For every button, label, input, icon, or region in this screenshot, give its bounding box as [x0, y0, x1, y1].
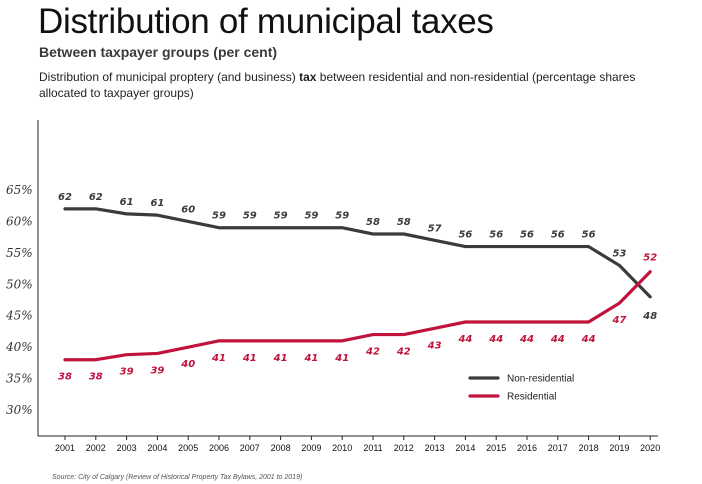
y-tick-label: 65% — [6, 183, 33, 197]
data-label: 42 — [396, 347, 411, 358]
data-label: 44 — [488, 334, 503, 345]
y-tick-label: 50% — [6, 277, 33, 291]
description-bold: tax — [299, 70, 317, 84]
data-label: 43 — [427, 340, 442, 351]
x-axis-ticks: 2001 2002 2003 2004 2005 2006 2007 2008 2009 2010… — [55, 436, 660, 453]
x-tick-label: 2001 — [55, 443, 75, 453]
chart-title: Distribution of municipal taxes — [38, 2, 494, 41]
data-label: 59 — [335, 211, 349, 222]
x-tick-label: 2013 — [425, 443, 445, 453]
data-label: 58 — [397, 217, 411, 228]
x-tick-label: 2003 — [117, 443, 137, 453]
data-label: 58 — [366, 217, 380, 228]
data-label: 48 — [642, 311, 657, 322]
y-tick-label: 60% — [6, 214, 33, 228]
data-label: 56 — [489, 230, 503, 241]
data-label: 44 — [519, 334, 534, 345]
data-label: 57 — [428, 223, 442, 234]
x-tick-label: 2005 — [178, 443, 198, 453]
x-tick-label: 2009 — [301, 443, 321, 453]
data-label: 59 — [212, 211, 226, 222]
data-label: 44 — [457, 334, 472, 345]
x-tick-label: 2016 — [517, 443, 537, 453]
data-label: 56 — [582, 230, 596, 241]
data-label: 47 — [611, 315, 626, 326]
data-label: 56 — [458, 230, 472, 241]
x-tick-label: 2010 — [332, 443, 352, 453]
data-label: 44 — [550, 334, 565, 345]
x-tick-label: 2011 — [363, 443, 382, 453]
data-label: 60 — [181, 204, 195, 215]
data-label: 53 — [612, 248, 626, 259]
data-label: 52 — [643, 253, 657, 264]
data-labels: 62 62 61 61 60 59 59 59 59 59 58 58 57 56 56 56 56 56 53 48… — [58, 192, 657, 383]
data-label: 61 — [120, 197, 134, 208]
description-text-start: Distribution of municipal proptery (and … — [39, 70, 300, 84]
legend-label: Non-residential — [507, 374, 574, 385]
source-note: Source: City of Calgary (Review of Histo… — [52, 474, 303, 481]
x-tick-label: 2002 — [86, 443, 106, 453]
x-tick-label: 2012 — [394, 443, 414, 453]
data-label: 41 — [211, 353, 226, 364]
data-label: 40 — [180, 359, 195, 370]
x-tick-label: 2018 — [579, 443, 599, 453]
x-tick-label: 2014 — [455, 443, 475, 453]
chart-description: Distribution of municipal proptery (and … — [39, 69, 679, 101]
y-tick-label: 35% — [6, 372, 33, 386]
legend-label: Residential — [507, 392, 556, 403]
data-label: 39 — [120, 367, 134, 378]
data-label: 38 — [89, 372, 103, 383]
chart-subtitle: Between taxpayer groups (per cent) — [39, 44, 278, 60]
x-tick-label: 2004 — [147, 443, 167, 453]
series-line-residential — [63, 270, 652, 362]
chart-legend: Non-residential Residential — [468, 374, 574, 403]
data-label: 39 — [150, 365, 164, 376]
data-label: 38 — [58, 372, 72, 383]
data-label: 62 — [89, 192, 103, 203]
chart-axes — [37, 120, 658, 437]
x-tick-label: 2019 — [609, 443, 629, 453]
data-label: 41 — [334, 353, 349, 364]
data-label: 56 — [520, 230, 534, 241]
data-label: 44 — [581, 334, 596, 345]
data-label: 61 — [150, 198, 164, 209]
data-label: 42 — [365, 347, 380, 358]
data-label: 59 — [304, 211, 318, 222]
x-tick-label: 2006 — [209, 443, 229, 453]
data-label: 41 — [273, 353, 288, 364]
x-tick-label: 2015 — [486, 443, 506, 453]
data-label: 59 — [243, 211, 257, 222]
y-tick-label: 45% — [5, 309, 33, 323]
x-tick-label: 2008 — [271, 443, 291, 453]
data-label: 56 — [551, 230, 565, 241]
data-label: 41 — [242, 353, 257, 364]
y-axis-ticks: 65% 60% 55% 50% 45% 40% 35% 30% — [5, 183, 33, 417]
data-label: 62 — [58, 192, 72, 203]
y-tick-label: 30% — [6, 403, 33, 417]
x-tick-label: 2007 — [240, 443, 260, 453]
y-tick-label: 40% — [5, 340, 33, 354]
series-lines — [63, 207, 652, 362]
x-tick-label: 2017 — [548, 443, 568, 453]
data-label: 59 — [274, 211, 288, 222]
description-text-end: between residential and non-residential … — [39, 70, 636, 100]
y-tick-label: 55% — [6, 246, 33, 260]
x-tick-label: 2020 — [640, 443, 660, 453]
series-line-non-residential — [63, 207, 652, 299]
data-label: 41 — [303, 353, 318, 364]
